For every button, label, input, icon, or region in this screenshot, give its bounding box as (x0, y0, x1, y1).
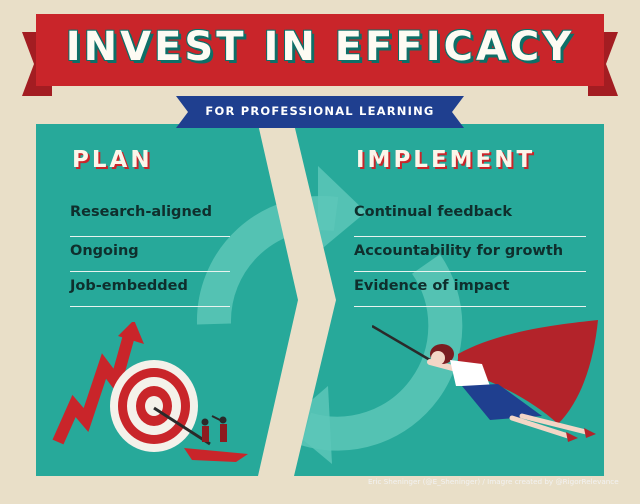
poster-title: INVEST IN EFFICACY (65, 24, 575, 70)
list-item: Accountability for growth (354, 237, 586, 272)
list-item: Continual feedback (354, 202, 586, 237)
list-item: Job-embedded (70, 272, 230, 307)
plan-list: Research-aligned Ongoing Job-embedded (70, 202, 230, 307)
implement-list: Continual feedback Accountability for gr… (354, 202, 586, 307)
target-icon (52, 322, 248, 462)
poster-subtitle: FOR PROFESSIONAL LEARNING (205, 104, 435, 118)
implement-heading: IMPLEMENT (356, 147, 536, 173)
list-item: Research-aligned (70, 202, 230, 237)
subtitle-banner (176, 96, 464, 128)
credit-text: Eric Sheninger (@E_Sheninger) / Imagre c… (368, 477, 619, 486)
superhero-icon (372, 320, 598, 442)
list-item: Ongoing (70, 237, 230, 272)
cycle-arrows-icon (196, 124, 463, 476)
title-ribbon (22, 14, 618, 96)
plan-heading: PLAN (72, 147, 153, 173)
list-item: Evidence of impact (354, 272, 586, 307)
